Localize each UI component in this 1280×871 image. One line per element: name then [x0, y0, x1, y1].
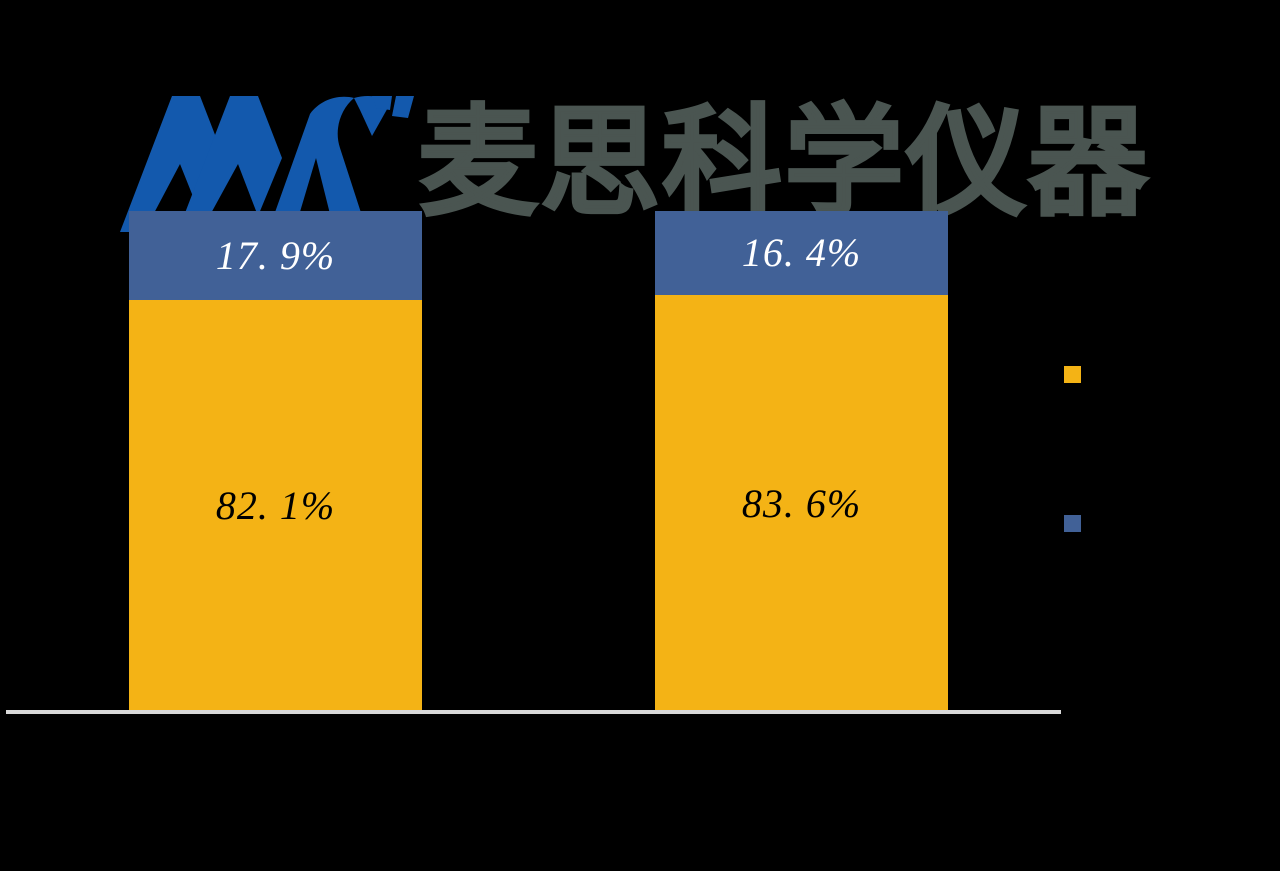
bar-column-2[interactable]: 16. 4% 83. 6%	[655, 211, 948, 712]
bar-2-segment-yellow[interactable]: 83. 6%	[655, 295, 948, 712]
legend-item-yellow[interactable]	[1064, 366, 1091, 383]
bar-1-segment-blue[interactable]: 17. 9%	[129, 211, 422, 300]
bar-2-blue-label: 16. 4%	[741, 230, 862, 275]
x-axis-baseline	[6, 710, 1061, 714]
bar-1-yellow-label: 82. 1%	[215, 483, 336, 528]
bar-2-yellow-label: 83. 6%	[741, 480, 862, 526]
brand-watermark-text: 麦思科学仪器	[417, 94, 1150, 233]
ms-logo-mark	[72, 96, 422, 272]
legend-swatch-yellow	[1064, 366, 1081, 383]
legend-swatch-blue	[1064, 515, 1081, 532]
legend	[1064, 366, 1274, 546]
legend-item-blue[interactable]	[1064, 515, 1091, 532]
bar-1-segment-yellow[interactable]: 82. 1%	[129, 300, 422, 712]
bar-1-blue-label: 17. 9%	[215, 232, 336, 278]
bar-column-1[interactable]: 17. 9% 82. 1%	[129, 211, 422, 712]
bar-2-segment-blue[interactable]: 16. 4%	[655, 211, 948, 295]
